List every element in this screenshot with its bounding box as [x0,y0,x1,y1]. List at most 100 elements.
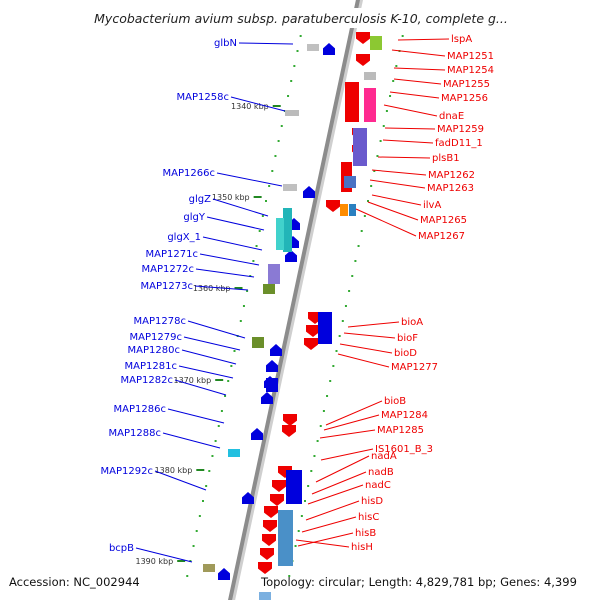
gene-label-MAP1259[interactable]: MAP1259 [437,124,484,135]
gene-label-dnaE[interactable]: dnaE [439,111,464,122]
leader-line [167,408,225,424]
gene-label-MAP1251[interactable]: MAP1251 [447,51,494,62]
reverse-gene-block [266,378,278,392]
ortholog-band [349,204,356,216]
gene-label-MAP1271c[interactable]: MAP1271c [146,249,198,260]
kbp-label: 1380 kbp [155,466,193,475]
gene-label-fadD11_1[interactable]: fadD11_1 [435,138,483,149]
leader-line [391,49,446,57]
gene-label-hisH[interactable]: hisH [351,542,373,553]
track-dot [217,425,220,427]
gene-label-MAP1273c[interactable]: MAP1273c [141,281,193,292]
track-dot [310,470,313,472]
gene-label-MAP1288c[interactable]: MAP1288c [109,428,161,439]
track-dot [258,230,261,232]
title-backdrop [60,8,550,28]
track-dot [363,215,366,217]
gene-label-nadA[interactable]: nadA [371,451,397,462]
leader-line [297,532,354,547]
leader-line [199,253,260,266]
reverse-gene-glyph [303,186,315,198]
track-dot [220,410,223,412]
track-dot [242,305,245,307]
gene-label-plsB1[interactable]: plsB1 [432,153,460,164]
track-dot [382,125,385,127]
gene-label-bioF[interactable]: bioF [397,333,418,344]
gene-label-hisC[interactable]: hisC [358,512,379,523]
leader-line [162,432,221,449]
gene-label-hisB[interactable]: hisB [355,528,376,539]
kbp-label: 1370 kbp [173,376,211,385]
gene-label-MAP1267[interactable]: MAP1267 [418,231,465,242]
gene-label-glgX_1[interactable]: glgX_1 [167,232,201,243]
leader-line [355,208,417,237]
leader-line [311,471,367,495]
gene-label-nadC[interactable]: nadC [365,480,391,491]
track-dot [304,500,306,502]
ortholog-band [276,218,284,250]
gene-label-MAP1262[interactable]: MAP1262 [428,170,475,181]
gene-label-bioA[interactable]: bioA [401,317,423,328]
gene-labels[interactable]: glbN MAP1258c MAP1266c glgZ glgY glgX_1 MAP127… [101,34,494,554]
gene-label-MAP1265[interactable]: MAP1265 [420,215,467,226]
leader-line [174,379,227,396]
gene-label-MAP1258c[interactable]: MAP1258c [177,92,229,103]
gene-label-lspA[interactable]: lspA [451,34,472,45]
leader-line [194,285,249,291]
track-dot [230,365,233,367]
gene-label-hisD[interactable]: hisD [361,496,383,507]
gene-label-MAP1263[interactable]: MAP1263 [427,183,474,194]
ortholog-band [263,284,275,294]
gene-label-MAP1285[interactable]: MAP1285 [377,425,424,436]
gene-label-glgZ[interactable]: glgZ [189,194,211,205]
track-dot [268,185,271,187]
track-dot [294,545,297,547]
gene-label-MAP1282c[interactable]: MAP1282c [121,375,173,386]
ortholog-band [283,208,292,252]
gene-label-ilvA[interactable]: ilvA [423,200,441,211]
kbp-label: 1340 kbp [231,102,269,111]
forward-gene-glyph [262,534,276,546]
track-dot [376,155,379,157]
gene-label-MAP1279c[interactable]: MAP1279c [130,332,182,343]
gene-label-MAP1292c[interactable]: MAP1292c [101,466,153,477]
gene-label-MAP1277[interactable]: MAP1277 [391,362,438,373]
track-dot [351,275,354,277]
gene-label-MAP1286c[interactable]: MAP1286c [114,404,166,415]
forward-gene-glyph [258,562,272,574]
gene-label-glbN[interactable]: glbN [214,38,237,49]
track-dot [195,530,198,532]
ortholog-band [370,36,382,50]
gene-label-bioD[interactable]: bioD [394,348,417,359]
track-dot [287,95,290,97]
ortholog-band [344,176,356,188]
track-dot [261,215,264,217]
gene-label-MAP1284[interactable]: MAP1284 [381,410,428,421]
gene-label-MAP1272c[interactable]: MAP1272c [142,264,194,275]
forward-gene-glyph [264,506,278,518]
gene-label-nadB[interactable]: nadB [368,467,394,478]
gene-label-MAP1281c[interactable]: MAP1281c [125,361,177,372]
gene-label-bioB[interactable]: bioB [384,396,406,407]
ortholog-band [364,72,376,80]
gene-label-IS1601_B_3[interactable]: IS1601_B_3 [375,444,433,455]
ortholog-band [340,204,348,216]
track-dot [198,515,201,517]
track-dot [271,170,274,172]
gene-label-MAP1255[interactable]: MAP1255 [443,79,490,90]
track-dot [239,320,242,322]
reverse-gene-glyph [266,360,278,372]
leader-line [384,127,436,130]
gene-label-glgY[interactable]: glgY [183,212,205,223]
gene-label-MAP1256[interactable]: MAP1256 [441,93,488,104]
gene-label-bcpB[interactable]: bcpB [109,543,134,554]
track-dot [186,575,189,577]
gene-label-MAP1266c[interactable]: MAP1266c [163,168,215,179]
gene-label-MAP1278c[interactable]: MAP1278c [134,316,186,327]
gene-label-MAP1280c[interactable]: MAP1280c [128,345,180,356]
gene-label-MAP1254[interactable]: MAP1254 [447,65,494,76]
leader-line [178,365,234,379]
leader-line [183,336,241,351]
track-dot [316,440,319,442]
track-dot [224,395,227,397]
